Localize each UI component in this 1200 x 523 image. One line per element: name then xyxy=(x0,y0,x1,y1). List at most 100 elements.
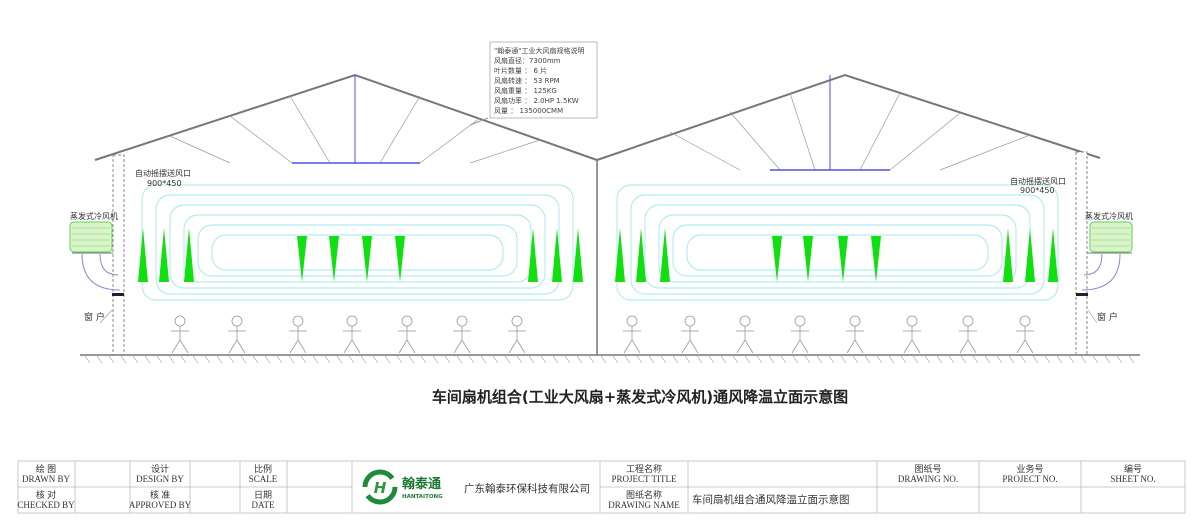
hatch-line xyxy=(120,355,127,364)
hatch-line xyxy=(156,355,163,364)
hatch-line xyxy=(84,355,91,364)
airflow-loop xyxy=(169,204,546,289)
airflow-loop xyxy=(686,234,989,271)
hatch-line xyxy=(612,355,619,364)
wall-right xyxy=(1075,151,1088,356)
hatch-line xyxy=(240,355,247,364)
airflow-loop xyxy=(155,194,560,295)
hatch-line xyxy=(336,355,343,364)
air-jet-down xyxy=(772,236,782,282)
air-jet-up xyxy=(636,228,646,282)
hatch-line xyxy=(444,355,451,364)
hatch-line xyxy=(276,355,283,364)
airflow-loop xyxy=(616,184,1059,301)
hatch-line xyxy=(384,355,391,364)
date-en: DATE xyxy=(252,500,275,510)
hatch-line xyxy=(672,355,679,364)
air-jet-up xyxy=(1025,228,1035,282)
worker-head xyxy=(849,315,861,327)
hatch-line xyxy=(492,355,499,364)
air-jet-up xyxy=(615,228,625,282)
roof-truss-right xyxy=(669,92,1031,171)
date-cn: 日期 xyxy=(254,490,272,500)
air-jet-down xyxy=(329,236,339,282)
hatch-line xyxy=(708,355,715,364)
worker-figure xyxy=(791,315,809,354)
worker-head xyxy=(401,315,413,327)
hatch-line xyxy=(756,355,763,364)
air-jet-down xyxy=(395,236,405,282)
hatch-line xyxy=(420,355,427,364)
hatch-line xyxy=(564,355,571,364)
project-no-en: PROJECT NO. xyxy=(1002,474,1057,484)
worker-body xyxy=(959,326,977,354)
hatch-line xyxy=(252,355,259,364)
hatch-line xyxy=(180,355,187,364)
worker-body xyxy=(623,326,641,354)
hatch-line xyxy=(1020,355,1027,364)
cooler-label-left: 蒸发式冷风机 xyxy=(70,211,118,221)
airflow-loop xyxy=(141,184,574,301)
hatch-line xyxy=(264,355,271,364)
drawing-title: 车间扇机组合(工业大风扇+蒸发式冷风机)通风降温立面示意图 xyxy=(432,388,848,406)
worker-figure xyxy=(453,315,471,354)
checked-by-cn: 核 对 xyxy=(36,489,56,500)
logo-cn: 翰泰通 xyxy=(402,476,441,492)
hatch-line xyxy=(216,355,223,364)
worker-figure xyxy=(1016,315,1034,354)
sheet-no-cn: 编号 xyxy=(1124,463,1142,474)
hatch-line xyxy=(540,355,547,364)
worker-figure xyxy=(343,315,361,354)
worker-figure xyxy=(289,315,307,354)
outlet-label-left: 自动摇摆送风口 xyxy=(135,168,191,178)
wall-left xyxy=(112,154,125,356)
hatch-line xyxy=(1044,355,1051,364)
worker-figure xyxy=(228,315,246,354)
hatch-line xyxy=(516,355,523,364)
worker-figure xyxy=(846,315,864,354)
worker-body xyxy=(736,326,754,354)
air-jet-up xyxy=(552,228,562,282)
hatch-line xyxy=(456,355,463,364)
hatch-line xyxy=(96,355,103,364)
air-jet-up xyxy=(660,228,670,282)
worker-head xyxy=(794,315,806,327)
hatch-line xyxy=(168,355,175,364)
hatch-line xyxy=(648,355,655,364)
hatch-line xyxy=(972,355,979,364)
hatch-line xyxy=(204,355,211,364)
outlet-size-left: 900*450 xyxy=(147,179,182,188)
logo-en: HANTAITONG xyxy=(402,494,443,500)
worker-figure xyxy=(736,315,754,354)
checked-by-en: CHECKED BY xyxy=(17,500,75,510)
worker-body xyxy=(453,326,471,354)
worker-figure xyxy=(623,315,641,354)
worker-body xyxy=(171,326,189,354)
hatch-line xyxy=(132,355,139,364)
airflow-loop xyxy=(672,224,1003,277)
hatch-line xyxy=(828,355,835,364)
worker-head xyxy=(962,315,974,327)
air-jet-up xyxy=(573,228,583,282)
spec-line: 风量 ： 135000CMM xyxy=(494,107,563,115)
worker-head xyxy=(174,315,186,327)
worker-figure xyxy=(903,315,921,354)
airflow-loop xyxy=(630,194,1045,295)
spec-line: 风扇直径：7300mm xyxy=(494,56,561,65)
airflow-loop xyxy=(197,224,518,277)
worker-body xyxy=(289,326,307,354)
industrial-fan-left xyxy=(292,75,420,164)
airflow-loop xyxy=(658,214,1017,283)
window-left xyxy=(112,293,124,296)
air-jet-down xyxy=(297,236,307,282)
hatch-line xyxy=(936,355,943,364)
hatch-line xyxy=(1116,355,1123,364)
cooler-label-right: 蒸发式冷风机 xyxy=(1085,211,1133,221)
hatch-line xyxy=(300,355,307,364)
hatch-line xyxy=(720,355,727,364)
worker-body xyxy=(508,326,526,354)
worker-body xyxy=(791,326,809,354)
worker-body xyxy=(903,326,921,354)
air-jet-up xyxy=(184,228,194,282)
